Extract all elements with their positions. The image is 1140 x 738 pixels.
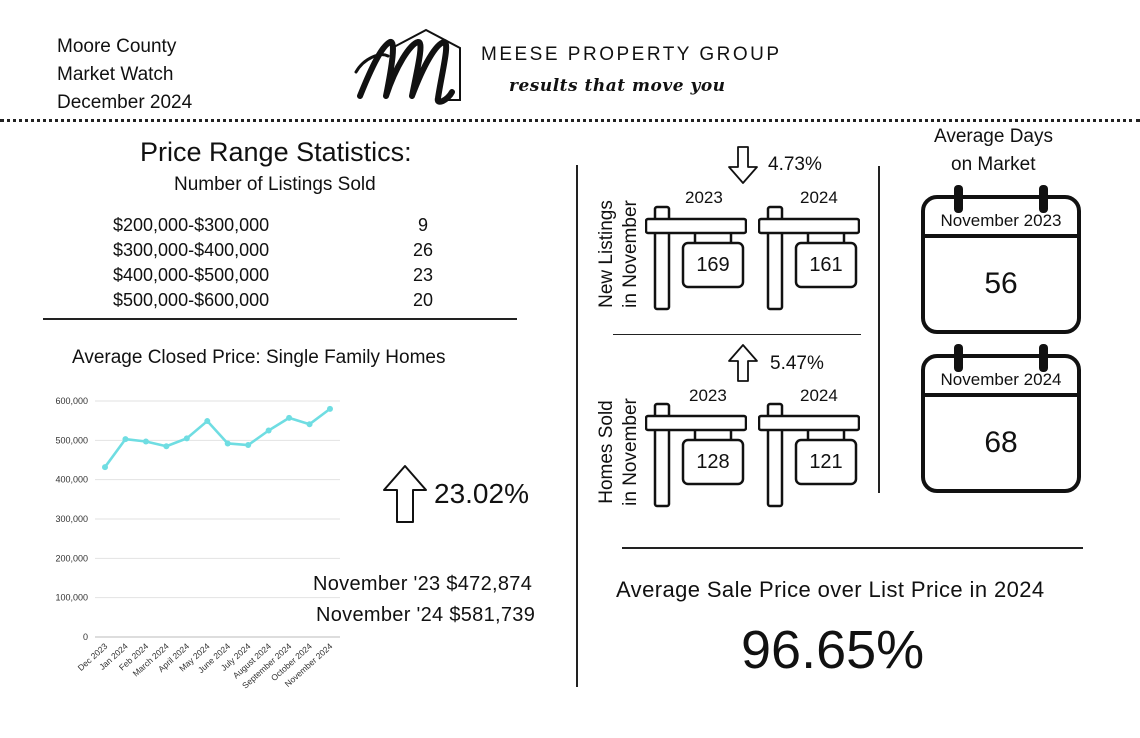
arrow-up-icon: [728, 344, 758, 382]
calendar-month-label: November 2023: [940, 211, 1062, 230]
range-count: 9: [417, 215, 428, 235]
price-range-table: $200,000-$300,000 9 $300,000-$400,000 26…: [113, 213, 453, 313]
calendar-days-value: 68: [984, 426, 1018, 459]
arrow-down-icon: [728, 146, 758, 184]
homes-sold-sign-2023: 128: [645, 402, 747, 508]
range-label: $400,000-$500,000: [113, 265, 270, 285]
sign-post-icon: [758, 205, 860, 311]
closed-price-nov23: November '23 $472,874: [313, 573, 533, 595]
homes-sold-value-2: 121: [809, 451, 843, 473]
arrow-up-icon: [383, 465, 427, 523]
homes-sold-sign-2024: 121: [758, 402, 860, 508]
range-label: $200,000-$300,000: [113, 215, 270, 235]
homes-sold-year-1: 2023: [689, 386, 727, 405]
new-listings-value-2: 161: [809, 254, 843, 276]
calendar-nov-2023: November 2023 56: [920, 183, 1082, 335]
header-title-line-1: Moore County: [57, 36, 177, 57]
data-point: [306, 421, 313, 428]
y-tick-label: 100,000: [55, 593, 88, 603]
new-listings-label-line-1: New Listings: [596, 200, 617, 308]
price-range-subtitle: Number of Listings Sold: [174, 174, 376, 195]
ratio-divider: [622, 547, 1083, 549]
range-count: 20: [412, 290, 434, 310]
data-point: [286, 414, 293, 421]
y-tick-label: 200,000: [55, 553, 88, 563]
new-listings-sign-2023: 169: [645, 205, 747, 311]
sign-post-icon: [758, 402, 860, 508]
new-listings-label-line-2: in November: [620, 200, 641, 308]
days-on-market-title-line-1: Average Days: [934, 126, 1053, 147]
brand-logo: [354, 28, 461, 105]
section-divider-left: [43, 318, 517, 320]
table-row: $300,000-$400,000 26: [113, 238, 453, 263]
homes-sold-change: 5.47%: [770, 353, 824, 374]
range-label: $500,000-$600,000: [113, 290, 270, 310]
homes-sold-label-line-2: in November: [620, 398, 641, 506]
data-point: [224, 440, 231, 447]
sale-ratio-value: 96.65%: [741, 620, 925, 680]
data-point: [163, 443, 170, 450]
sign-post-icon: [645, 402, 747, 508]
calendar-month-label: November 2024: [940, 370, 1062, 389]
closed-price-line-chart: 0 100,000 200,000 300,000 400,000 500,000 600,…: [55, 396, 340, 691]
listings-divider: [613, 334, 861, 335]
range-label: $300,000-$400,000: [113, 240, 270, 260]
data-point: [204, 418, 211, 425]
table-row: $200,000-$300,000 9: [113, 213, 453, 238]
data-point: [245, 442, 252, 449]
center-vertical-divider: [576, 165, 578, 687]
data-point: [122, 436, 129, 443]
price-range-title: Price Range Statistics:: [140, 137, 412, 167]
new-listings-year-1: 2023: [685, 188, 723, 207]
calendar-icon: [921, 344, 1081, 493]
new-listings-year-2: 2024: [800, 188, 838, 207]
y-tick-label: 300,000: [55, 514, 88, 524]
homes-sold-value-1: 128: [696, 451, 730, 473]
data-point: [265, 427, 272, 434]
data-point: [327, 405, 333, 412]
brand-tagline: results that move you: [509, 76, 726, 96]
sign-post-icon: [645, 205, 747, 311]
homes-sold-year-2: 2024: [800, 386, 838, 405]
range-count: 26: [412, 240, 434, 260]
y-tick-label: 600,000: [55, 396, 88, 406]
calendar-icon: [921, 185, 1081, 334]
calendar-days-value: 56: [984, 267, 1018, 300]
new-listings-label: New Listings in November: [595, 179, 643, 329]
calendar-nov-2024: November 2024 68: [920, 342, 1082, 494]
closed-price-nov24: November '24 $581,739: [316, 604, 536, 626]
header-title-line-3: December 2024: [57, 92, 193, 113]
homes-sold-label: Homes Sold in November: [595, 377, 643, 527]
days-on-market-title-line-2: on Market: [951, 154, 1036, 175]
y-tick-label: 500,000: [55, 435, 88, 445]
header-title-line-2: Market Watch: [57, 64, 174, 85]
y-tick-label: 400,000: [55, 475, 88, 485]
header-divider: [0, 119, 1140, 122]
right-vertical-divider: [878, 166, 880, 493]
brand-name: MEESE PROPERTY GROUP: [481, 44, 782, 65]
new-listings-change: 4.73%: [768, 154, 822, 175]
new-listings-sign-2024: 161: [758, 205, 860, 311]
range-count: 23: [412, 265, 434, 285]
data-point: [102, 464, 108, 471]
closed-price-change: 23.02%: [434, 478, 529, 509]
homes-sold-label-line-1: Homes Sold: [596, 400, 617, 504]
closed-price-title: Average Closed Price: Single Family Home…: [72, 347, 446, 368]
sale-ratio-title: Average Sale Price over List Price in 20…: [616, 577, 1045, 602]
series-line: [103, 407, 331, 468]
table-row: $400,000-$500,000 23: [113, 263, 453, 288]
data-point: [183, 435, 190, 442]
new-listings-value-1: 169: [696, 254, 730, 276]
table-row: $500,000-$600,000 20: [113, 288, 453, 313]
y-tick-label: 0: [83, 632, 88, 642]
data-point: [142, 438, 149, 445]
